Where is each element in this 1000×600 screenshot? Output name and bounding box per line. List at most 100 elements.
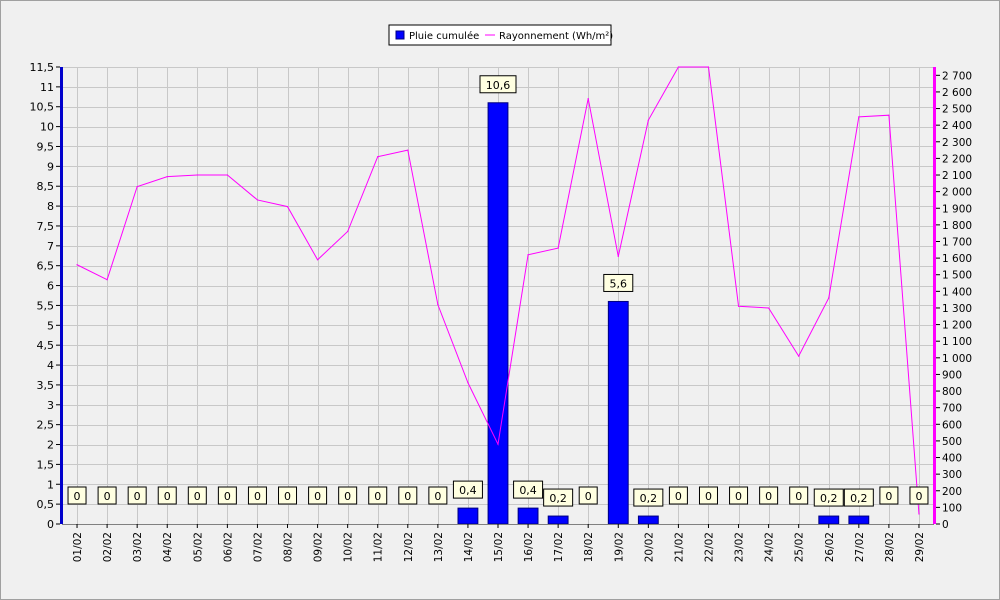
data-label-text: 0 <box>224 490 231 503</box>
data-label-box <box>729 486 749 505</box>
data-label-text: 0,2 <box>850 492 868 505</box>
data-label-text: 0,2 <box>640 492 658 505</box>
point-radiation-18/02 <box>587 97 589 100</box>
bar-rain-14/02 <box>457 507 479 525</box>
right-tick-label: 600 <box>942 419 962 431</box>
left-tick-label: 1 <box>47 478 54 491</box>
left-axis-line <box>60 67 63 524</box>
data-label-box <box>428 486 448 505</box>
data-label-27/02: 0,2 <box>843 488 874 507</box>
point-radiation-10/02 <box>347 230 349 233</box>
left-tick-label: 7,5 <box>37 220 55 233</box>
data-label-box <box>759 486 779 505</box>
point-radiation-09/02 <box>316 259 319 261</box>
left-tick-label: 8,5 <box>37 180 55 193</box>
point-radiation-11/02 <box>377 156 379 158</box>
data-label-09/02: 0 <box>308 486 328 505</box>
point-radiation-01/02 <box>76 264 78 266</box>
point-radiation-04/02 <box>166 176 168 178</box>
data-label-box <box>789 486 809 505</box>
x-tick-label: 11/02 <box>373 532 385 562</box>
data-labels: 0 0 0 0 0 0 0 0 0 0 0 0 0 0,4 10,6 0,4 0,2 0 5,6 0,2 0 0 0 0 0 0,… <box>67 75 929 507</box>
x-tick-label: 06/02 <box>222 532 234 562</box>
x-tick-label: 07/02 <box>252 532 264 562</box>
left-tick-label: 0 <box>47 518 54 531</box>
point-radiation-28/02 <box>888 114 890 116</box>
x-tick-label: 19/02 <box>613 532 625 562</box>
data-label-box <box>698 486 718 505</box>
bar-rain-20/02 <box>637 515 659 525</box>
line-series <box>76 66 920 515</box>
data-label-07/02: 0 <box>247 486 267 505</box>
legend-box <box>388 24 612 46</box>
x-tick-label: 05/02 <box>192 532 204 562</box>
data-label-text: 0 <box>134 490 141 503</box>
data-label-18/02: 0 <box>578 486 598 505</box>
data-label-text: 0 <box>284 490 291 503</box>
point-radiation-16/02 <box>527 254 529 256</box>
data-label-23/02: 0 <box>729 486 749 505</box>
data-label-text: 0 <box>404 490 411 503</box>
data-label-box <box>67 486 87 505</box>
data-label-text: 0 <box>314 490 321 503</box>
left-tick-label: 4,5 <box>37 339 55 352</box>
data-label-16/02: 0,4 <box>513 480 544 499</box>
x-tick-label: 27/02 <box>854 532 866 562</box>
data-label-28/02: 0 <box>879 486 899 505</box>
right-tick-label: 1 500 <box>942 270 972 282</box>
axes: 00,511,522,533,544,555,566,577,588,599,5… <box>30 61 973 562</box>
point-radiation-21/02 <box>677 66 680 68</box>
bar-rain-16/02 <box>517 507 539 525</box>
data-label-24/02: 0 <box>759 486 779 505</box>
legend-swatch-rain <box>395 30 405 40</box>
point-radiation-25/02 <box>798 355 800 357</box>
bar-rain-19/02 <box>607 300 629 525</box>
bar-rain-15/02 <box>487 102 509 525</box>
left-tick-label: 2,5 <box>37 419 55 432</box>
x-tick-label: 24/02 <box>764 532 776 562</box>
x-tick-label: 25/02 <box>794 532 806 562</box>
right-tick-label: 1 800 <box>942 220 972 232</box>
right-tick-label: 1 300 <box>942 303 972 315</box>
bar-rain-26/02 <box>818 515 840 525</box>
point-radiation-13/02 <box>437 304 439 306</box>
right-tick-label: 900 <box>942 369 962 381</box>
point-radiation-02/02 <box>106 279 108 281</box>
right-tick-label: 2 000 <box>942 187 972 199</box>
data-label-14/02: 0,4 <box>452 480 483 499</box>
x-tick-label: 28/02 <box>884 532 896 562</box>
data-label-text: 0 <box>795 490 802 503</box>
data-label-text: 0 <box>885 490 892 503</box>
point-radiation-22/02 <box>707 66 710 68</box>
left-tick-label: 7 <box>47 240 54 253</box>
right-tick-label: 2 600 <box>942 87 972 99</box>
right-tick-label: 300 <box>942 469 962 481</box>
point-radiation-19/02 <box>617 255 619 258</box>
data-label-text: 0,2 <box>820 492 838 505</box>
x-tick-label: 14/02 <box>463 532 475 562</box>
right-tick-label: 2 400 <box>942 120 972 132</box>
x-tick-label: 08/02 <box>283 532 295 562</box>
left-tick-label: 5 <box>47 319 54 332</box>
left-tick-label: 8 <box>47 200 54 213</box>
data-label-box <box>368 486 388 505</box>
left-tick-label: 1,5 <box>37 458 55 471</box>
left-tick-label: 0,5 <box>37 498 55 511</box>
left-tick-label: 2 <box>47 439 54 452</box>
data-label-box <box>603 273 634 292</box>
point-radiation-15/02 <box>497 443 499 445</box>
x-tick-label: 29/02 <box>914 532 926 562</box>
x-tick-label: 20/02 <box>643 532 655 562</box>
x-tick-label: 23/02 <box>734 532 746 562</box>
point-radiation-08/02 <box>286 205 289 208</box>
data-label-11/02: 0 <box>368 486 388 505</box>
data-label-01/02: 0 <box>67 486 87 505</box>
x-tick-label: 22/02 <box>703 532 715 562</box>
data-label-box <box>187 486 207 505</box>
legend: Pluie cumulée Rayonnement (Wh/m²) <box>388 24 613 46</box>
point-radiation-24/02 <box>768 307 770 309</box>
data-label-05/02: 0 <box>187 486 207 505</box>
right-tick-label: 2 200 <box>942 153 972 165</box>
point-radiation-20/02 <box>647 119 649 121</box>
x-tick-label: 26/02 <box>824 532 836 562</box>
